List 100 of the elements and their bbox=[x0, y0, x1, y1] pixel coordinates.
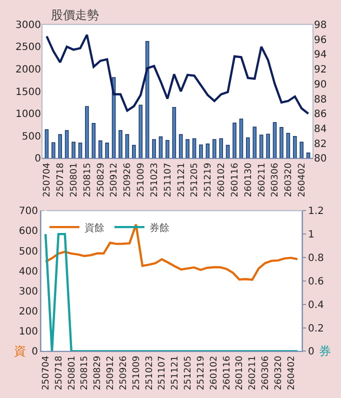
line-series bbox=[46, 34, 310, 115]
bar bbox=[78, 142, 82, 158]
x-tick-label: 250926 bbox=[123, 162, 134, 198]
y-tick-label: 700 bbox=[18, 206, 38, 218]
x-tick-label: 251023 bbox=[144, 356, 155, 390]
x-tick-label: 250912 bbox=[110, 162, 120, 198]
x-tick-label: 260211 bbox=[248, 356, 258, 390]
legend-label: 資餘 bbox=[84, 222, 104, 234]
bar bbox=[226, 144, 230, 158]
x-tick-label: 250829 bbox=[96, 162, 106, 198]
x-tick-label: 251205 bbox=[190, 162, 200, 198]
y2-tick-label: 92 bbox=[314, 64, 327, 76]
x-tick-label: 260116 bbox=[222, 356, 232, 390]
bar bbox=[72, 142, 76, 158]
y2-axis-title: 券 bbox=[319, 344, 331, 358]
bar bbox=[239, 118, 244, 158]
bar bbox=[152, 139, 156, 158]
bar bbox=[252, 126, 257, 158]
bar bbox=[246, 137, 250, 158]
bar bbox=[292, 136, 297, 158]
y2-tick-label: 88 bbox=[314, 94, 327, 106]
bar bbox=[266, 134, 270, 158]
x-tick-label: 260306 bbox=[270, 162, 281, 198]
y2-tick-label: 98 bbox=[314, 20, 327, 31]
x-tick-label: 260116 bbox=[230, 162, 240, 198]
y2-tick-label: 0.8 bbox=[308, 252, 324, 264]
x-tick-label: 251023 bbox=[150, 162, 160, 198]
y-tick-label: 3000 bbox=[16, 20, 41, 31]
x-tick-label: 260320 bbox=[284, 162, 294, 198]
x-tick-label: 251205 bbox=[184, 356, 194, 390]
y-tick-label: 2000 bbox=[16, 64, 41, 76]
x-tick-label: 250815 bbox=[82, 162, 93, 198]
y-tick-label: 400 bbox=[18, 266, 38, 278]
x-tick-label: 260130 bbox=[235, 356, 246, 390]
y2-tick-label: 1.2 bbox=[308, 206, 324, 218]
bar bbox=[92, 123, 96, 158]
y2-tick-label: 80 bbox=[314, 154, 327, 165]
y-tick-label: 0 bbox=[32, 346, 38, 358]
x-tick-label: 250815 bbox=[80, 356, 90, 390]
bar bbox=[232, 122, 236, 158]
x-tick-label: 251219 bbox=[196, 356, 206, 390]
bar bbox=[272, 122, 277, 158]
bar bbox=[219, 138, 224, 158]
x-tick-label: 250718 bbox=[54, 356, 64, 390]
x-tick-label: 251107 bbox=[163, 162, 174, 198]
x-tick-label: 250704 bbox=[42, 162, 53, 198]
x-tick-label: 250718 bbox=[56, 162, 66, 198]
x-tick-label: 260402 bbox=[286, 356, 297, 390]
legend-label: 券餘 bbox=[149, 222, 170, 234]
bar bbox=[132, 144, 136, 158]
y-tick-label: 2500 bbox=[16, 42, 41, 54]
bar bbox=[192, 138, 196, 158]
bar bbox=[172, 106, 176, 158]
x-tick-label: 251009 bbox=[132, 356, 142, 390]
bar bbox=[206, 144, 210, 158]
x-tick-label: 250801 bbox=[69, 162, 80, 198]
y2-tick-label: 0 bbox=[308, 346, 314, 358]
y-tick-label: 500 bbox=[18, 246, 38, 258]
bar bbox=[178, 134, 183, 158]
y-axis-title: 資 bbox=[14, 344, 26, 358]
y2-tick-label: 82 bbox=[314, 138, 327, 150]
bar bbox=[259, 134, 264, 158]
x-tick-label: 260320 bbox=[274, 356, 284, 390]
x-tick-label: 260306 bbox=[261, 356, 272, 390]
bar bbox=[105, 142, 109, 158]
bar bbox=[58, 134, 62, 158]
x-tick-label: 250912 bbox=[106, 356, 116, 390]
y-tick-label: 600 bbox=[18, 226, 38, 238]
bar bbox=[186, 139, 190, 158]
x-tick-label: 251121 bbox=[176, 162, 187, 198]
y-tick-label: 300 bbox=[18, 286, 38, 298]
bar bbox=[300, 142, 304, 158]
y2-tick-label: 1 bbox=[308, 230, 314, 241]
y-tick-label: 100 bbox=[18, 326, 38, 338]
y2-tick-label: 86 bbox=[314, 109, 327, 120]
y2-tick-label: 0.2 bbox=[308, 323, 324, 334]
bar bbox=[158, 136, 163, 158]
x-tick-label: 251009 bbox=[136, 162, 147, 198]
x-tick-label: 260402 bbox=[298, 162, 308, 198]
y2-tick-label: 0.4 bbox=[308, 300, 324, 311]
bar bbox=[98, 140, 102, 158]
y2-tick-label: 0.6 bbox=[308, 276, 324, 288]
bar bbox=[306, 152, 310, 158]
bar bbox=[51, 142, 56, 158]
bar bbox=[85, 106, 89, 158]
x-tick-label: 260211 bbox=[257, 162, 268, 198]
x-tick-label: 260130 bbox=[244, 162, 254, 198]
y2-tick-label: 96 bbox=[314, 34, 327, 46]
bar bbox=[166, 140, 170, 158]
bar bbox=[199, 144, 203, 158]
y2-tick-label: 90 bbox=[314, 79, 327, 90]
line-series bbox=[44, 223, 299, 281]
x-tick-label: 250801 bbox=[67, 356, 78, 390]
bar bbox=[44, 129, 49, 158]
bar bbox=[64, 130, 69, 158]
y-tick-label: 0 bbox=[34, 154, 41, 165]
y2-tick-label: 94 bbox=[314, 50, 327, 61]
bar bbox=[286, 132, 290, 158]
bar bbox=[138, 104, 143, 158]
chart-title: 股價走勢 bbox=[51, 8, 99, 22]
